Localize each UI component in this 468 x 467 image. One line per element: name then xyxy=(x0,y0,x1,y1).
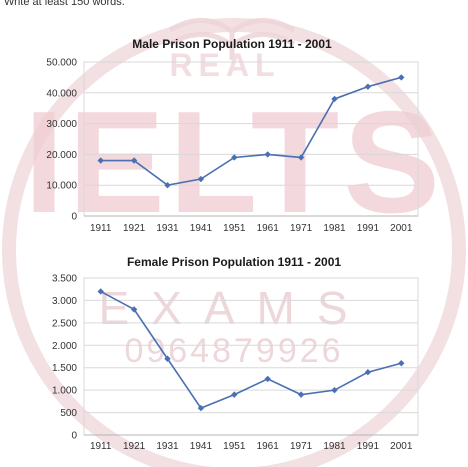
y-ticks: 0 500 1.000 1.500 2.000 2.500 3.000 3.500 xyxy=(52,274,77,442)
female-prison-chart: Female Prison Population 1911 - 2001 0 50… xyxy=(52,255,419,452)
x-tick-label: 1951 xyxy=(223,223,246,234)
y-tick-label: 30.000 xyxy=(46,119,77,130)
y-tick-label: 2.000 xyxy=(52,341,77,352)
data-point xyxy=(97,288,104,295)
x-tick-label: 2001 xyxy=(390,223,413,234)
y-tick-label: 3.500 xyxy=(52,274,77,285)
data-point xyxy=(297,391,305,398)
grid-lines xyxy=(83,277,419,436)
data-point xyxy=(130,306,138,313)
x-tick-label: 1921 xyxy=(123,223,146,234)
grid-lines xyxy=(83,61,419,217)
data-points xyxy=(97,288,405,412)
male-prison-chart: Male Prison Population 1911 - 2001 0 10.0… xyxy=(46,37,419,234)
y-tick-label: 0 xyxy=(71,212,77,223)
data-point xyxy=(331,386,338,394)
y-tick-label: 50.000 xyxy=(46,58,77,69)
y-tick-label: 0 xyxy=(71,431,77,442)
x-tick-label: 1911 xyxy=(90,441,112,452)
data-point xyxy=(364,83,372,90)
x-tick-label: 1981 xyxy=(323,223,346,234)
data-point xyxy=(97,157,104,164)
instruction-text: Write at least 150 words. xyxy=(4,0,125,8)
data-point xyxy=(130,157,138,164)
x-tick-label: 1991 xyxy=(357,441,380,452)
x-tick-label: 1931 xyxy=(156,441,179,452)
y-tick-label: 1.000 xyxy=(52,386,77,397)
y-tick-label: 500 xyxy=(60,408,77,419)
x-tick-label: 1941 xyxy=(190,441,213,452)
x-tick-label: 1981 xyxy=(323,441,346,452)
x-tick-label: 1961 xyxy=(257,441,280,452)
y-tick-label: 1.500 xyxy=(52,363,77,374)
x-tick-label: 1911 xyxy=(90,223,112,234)
data-point xyxy=(398,360,405,367)
x-tick-label: 1921 xyxy=(123,441,146,452)
y-tick-label: 10.000 xyxy=(46,181,77,192)
y-tick-label: 2.500 xyxy=(52,318,77,329)
y-tick-label: 40.000 xyxy=(46,88,77,99)
data-point xyxy=(197,175,205,183)
x-tick-label: 1971 xyxy=(290,441,313,452)
data-point xyxy=(231,154,238,161)
y-tick-label: 3.000 xyxy=(52,296,77,307)
data-point xyxy=(364,369,372,376)
x-ticks: 1911 1921 1931 1941 1951 1961 1971 1981 1991 2001 xyxy=(90,223,413,234)
data-point xyxy=(164,355,171,362)
data-point xyxy=(297,154,305,161)
y-ticks: 0 10.000 20.000 30.000 40.000 50.000 xyxy=(46,58,77,223)
series-line xyxy=(100,76,402,187)
x-tick-label: 1951 xyxy=(223,441,246,452)
series-line xyxy=(100,290,402,410)
data-point xyxy=(331,95,338,103)
chart-title: Female Prison Population 1911 - 2001 xyxy=(127,255,341,269)
chart-title: Male Prison Population 1911 - 2001 xyxy=(132,37,332,51)
x-tick-label: 1991 xyxy=(357,223,380,234)
data-point xyxy=(197,404,205,412)
data-point xyxy=(264,151,271,158)
data-point xyxy=(264,375,271,383)
data-points xyxy=(97,74,405,189)
y-tick-label: 20.000 xyxy=(46,150,77,161)
data-point xyxy=(398,74,405,81)
data-point xyxy=(164,182,171,189)
plot-area xyxy=(83,277,419,436)
data-point xyxy=(231,391,238,398)
x-ticks: 1911 1921 1931 1941 1951 1961 1971 1981 1991 2001 xyxy=(90,441,413,452)
x-tick-label: 1961 xyxy=(257,223,280,234)
x-tick-label: 2001 xyxy=(390,441,413,452)
x-tick-label: 1941 xyxy=(190,223,213,234)
x-tick-label: 1931 xyxy=(156,223,179,234)
x-tick-label: 1971 xyxy=(290,223,313,234)
